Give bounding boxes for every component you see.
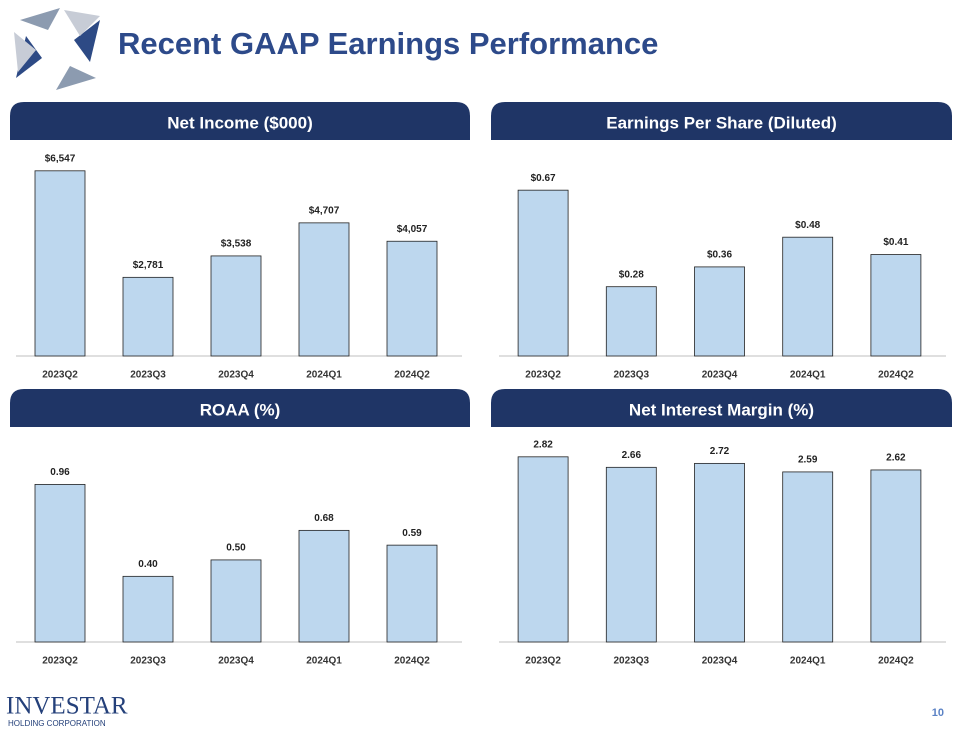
- x-tick-label: 2023Q4: [218, 370, 254, 381]
- bar: [782, 471, 834, 643]
- x-tick-label: 2023Q2: [525, 370, 561, 381]
- x-tick-label: 2023Q3: [614, 370, 650, 381]
- bar: [122, 575, 174, 643]
- x-tick-label: 2024Q1: [790, 370, 826, 381]
- value-label: 2.62: [886, 453, 906, 464]
- bar: [122, 276, 174, 357]
- chart-title: Earnings Per Share (Diluted): [606, 113, 837, 132]
- bar: [34, 483, 86, 643]
- value-label: 2.59: [798, 455, 818, 466]
- page-number: 10: [932, 707, 944, 719]
- x-tick-label: 2024Q2: [394, 370, 430, 381]
- value-label: 2.72: [710, 446, 730, 457]
- x-tick-label: 2023Q2: [42, 370, 78, 381]
- bar: [605, 466, 657, 643]
- x-tick-label: 2023Q4: [702, 370, 738, 381]
- x-tick-label: 2024Q1: [306, 656, 342, 667]
- value-label: $3,538: [221, 239, 252, 250]
- bar: [210, 559, 262, 643]
- value-label: $4,057: [397, 224, 428, 235]
- x-tick-label: 2024Q2: [878, 656, 914, 667]
- x-tick-label: 2023Q3: [614, 656, 650, 667]
- value-label: $0.36: [707, 250, 732, 261]
- bar: [605, 286, 657, 357]
- value-label: $0.28: [619, 269, 644, 280]
- chart-title: Net Interest Margin (%): [629, 400, 814, 419]
- panel-header: [10, 102, 470, 140]
- value-label: 0.50: [226, 543, 246, 554]
- bar: [870, 254, 922, 357]
- x-tick-label: 2023Q4: [218, 656, 254, 667]
- chart-title: ROAA (%): [200, 400, 281, 419]
- value-label: 2.66: [622, 450, 642, 461]
- x-tick-label: 2024Q2: [394, 656, 430, 667]
- bar: [298, 222, 350, 357]
- x-tick-label: 2023Q3: [130, 656, 166, 667]
- x-tick-label: 2024Q1: [790, 656, 826, 667]
- value-label: 0.68: [314, 513, 334, 524]
- brand-subtitle: HOLDING CORPORATION: [8, 719, 106, 728]
- brand: INVESTAR: [6, 693, 128, 720]
- bar: [386, 544, 438, 643]
- panel-header: [10, 389, 470, 427]
- bar: [782, 236, 834, 357]
- value-label: 0.96: [50, 467, 70, 478]
- bar: [386, 240, 438, 357]
- bar: [34, 170, 86, 357]
- value-label: 2.82: [533, 439, 553, 450]
- bar: [517, 189, 569, 357]
- value-label: 0.59: [402, 528, 422, 539]
- value-label: $4,707: [309, 205, 340, 216]
- x-tick-label: 2023Q2: [42, 656, 78, 667]
- chart-title: Net Income ($000): [167, 113, 313, 132]
- x-tick-label: 2023Q3: [130, 370, 166, 381]
- bar: [210, 255, 262, 357]
- bar: [694, 266, 745, 357]
- value-label: $0.41: [883, 237, 908, 248]
- x-tick-label: 2023Q4: [702, 656, 738, 667]
- bar: [870, 469, 922, 643]
- x-tick-label: 2024Q1: [306, 370, 342, 381]
- value-label: $2,781: [133, 260, 164, 271]
- value-label: 0.40: [138, 559, 158, 570]
- slide-title: Recent GAAP Earnings Performance: [118, 26, 658, 61]
- bar: [517, 456, 569, 643]
- bar: [694, 462, 745, 643]
- panel-header: [491, 389, 952, 427]
- value-label: $6,547: [45, 153, 76, 164]
- value-label: $0.48: [795, 220, 820, 231]
- bar: [298, 529, 350, 643]
- value-label: $0.67: [531, 173, 556, 184]
- logo-mark: [14, 8, 100, 90]
- panel-header: [491, 102, 952, 140]
- x-tick-label: 2024Q2: [878, 370, 914, 381]
- x-tick-label: 2023Q2: [525, 656, 561, 667]
